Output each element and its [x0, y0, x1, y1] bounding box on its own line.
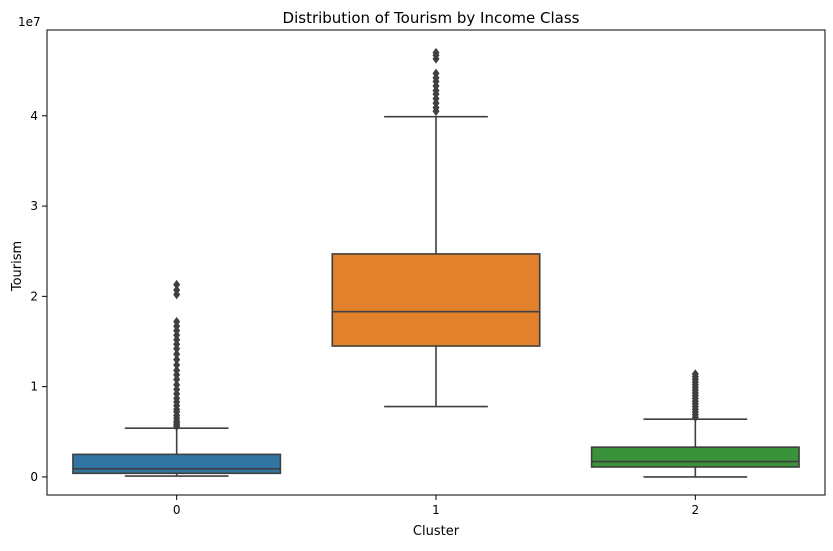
chart-title: Distribution of Tourism by Income Class [283, 9, 580, 27]
outlier-point-1-12 [432, 47, 440, 58]
y-tick-label-4: 4 [30, 109, 38, 123]
box-0 [72, 453, 282, 475]
outlier-point-0-17 [173, 360, 181, 370]
outlier-point-1-9 [432, 68, 440, 79]
x-axis-label: Cluster [413, 524, 460, 539]
outlier-point-0-13 [173, 380, 181, 390]
x-tick-label-1: 1 [432, 503, 440, 517]
outlier-point-0-28 [173, 285, 181, 295]
y-tick-label-2: 2 [30, 289, 38, 303]
y-tick-label-1: 1 [30, 380, 38, 394]
box-1 [331, 253, 541, 347]
outlier-point-0-18 [173, 354, 181, 365]
box-2 [590, 446, 800, 468]
y-tick-label-0: 0 [30, 470, 38, 484]
x-tick-label-2: 2 [692, 503, 700, 517]
plot-area: 0 1 2 3 4 0 1 2 [30, 47, 800, 517]
y-axis-label: Tourism [10, 241, 25, 292]
outlier-point-0-16 [173, 365, 181, 376]
x-tick-label-0: 0 [173, 503, 181, 517]
outlier-point-2-16 [691, 369, 699, 379]
outlier-point-0-29 [173, 279, 181, 290]
y-axis-offset-label: 1e7 [18, 15, 41, 29]
axes-frame [46, 29, 826, 496]
outlier-point-0-26 [173, 316, 181, 327]
outlier-point-0-19 [173, 349, 181, 359]
y-tick-label-3: 3 [30, 199, 38, 213]
